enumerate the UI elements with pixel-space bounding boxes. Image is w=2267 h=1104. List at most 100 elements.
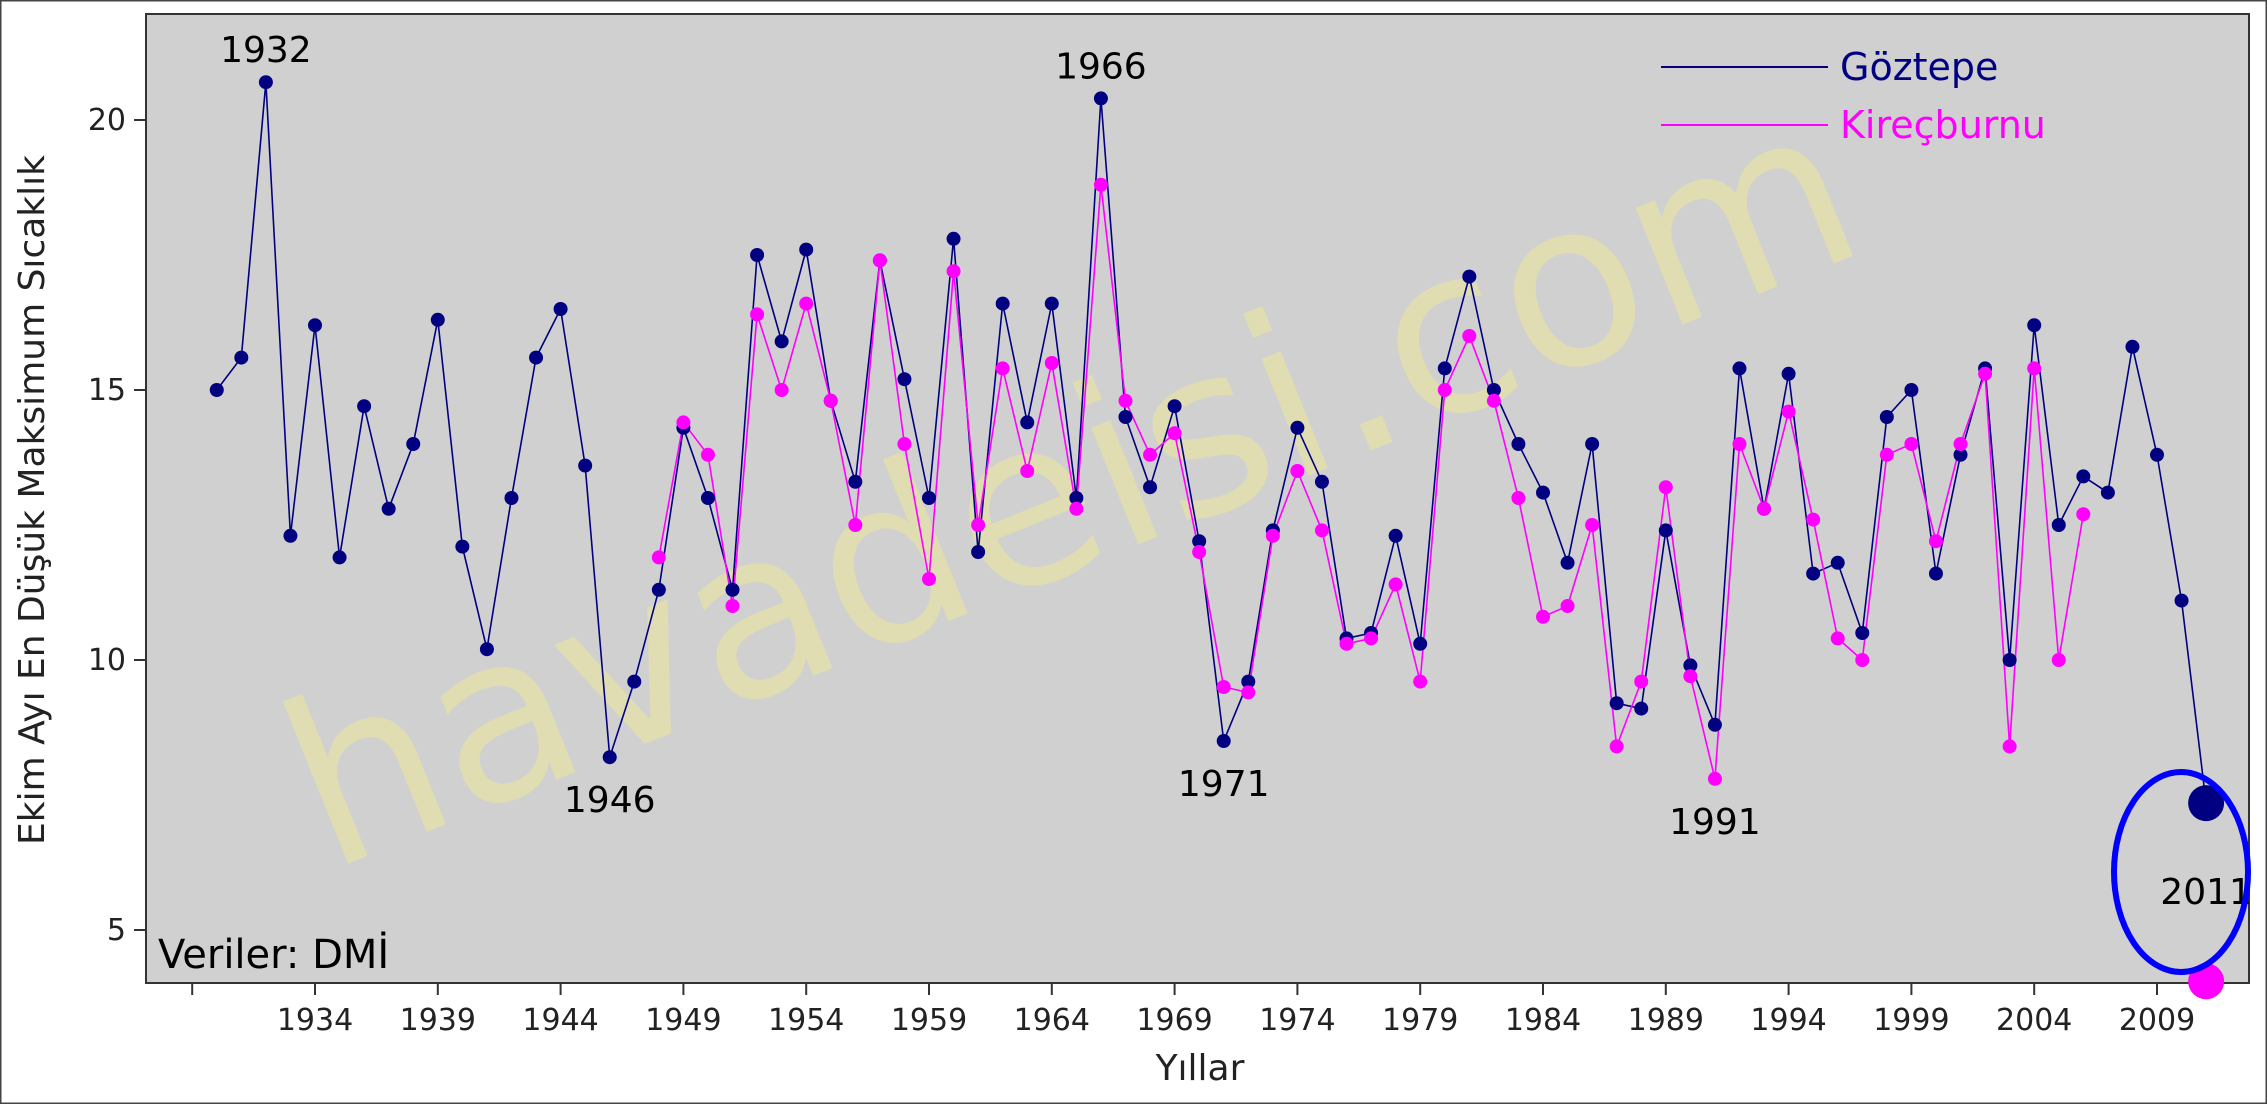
data-point-goztepe <box>2027 318 2042 333</box>
x-tick-label: 1964 <box>1014 1003 1090 1038</box>
data-point-goztepe <box>922 491 936 505</box>
source-note: Veriler: DMİ <box>158 930 389 978</box>
annotation-label: 1991 <box>1669 802 1761 843</box>
data-point-kirecburnu <box>2051 653 2066 667</box>
data-point-goztepe <box>455 539 470 554</box>
data-point-goztepe <box>2150 447 2164 462</box>
data-point-goztepe <box>553 302 568 316</box>
data-point-kirecburnu <box>1167 426 1182 441</box>
highlight-2011-ellipse <box>2111 769 2251 975</box>
data-point-kirecburnu <box>1585 518 1600 532</box>
data-point-goztepe <box>1928 566 1943 581</box>
data-point-kirecburnu <box>1044 356 1059 370</box>
data-point-goztepe <box>406 437 421 451</box>
data-point-goztepe <box>479 642 494 657</box>
data-point-goztepe <box>308 318 322 333</box>
x-tick-label: 1969 <box>1136 1003 1212 1038</box>
data-point-goztepe <box>2002 653 2017 667</box>
x-tick-label: 1974 <box>1259 1003 1335 1038</box>
y-tick-label: 15 <box>88 373 126 408</box>
data-point-kirecburnu <box>1707 771 1722 786</box>
data-point-kirecburnu <box>651 550 666 565</box>
data-point-kirecburnu <box>1314 523 1329 538</box>
data-point-kirecburnu <box>676 415 691 430</box>
x-axis-label: Yıllar <box>1155 1048 1245 1089</box>
data-point-kirecburnu <box>1806 512 1821 527</box>
legend-label-kirecburnu: Kireçburnu <box>1840 103 2046 147</box>
x-tick-label: 1994 <box>1750 1003 1826 1038</box>
data-point-kirecburnu <box>1364 631 1379 646</box>
data-point-goztepe <box>1830 555 1845 570</box>
x-tick-label: 1999 <box>1873 1003 1949 1038</box>
annotation-label: 2011 <box>2160 872 2252 913</box>
data-point-goztepe <box>357 399 372 414</box>
data-point-goztepe <box>1388 528 1403 543</box>
data-point-kirecburnu <box>1192 545 1207 559</box>
y-tick-label: 10 <box>88 643 126 678</box>
data-point-kirecburnu <box>1536 609 1550 624</box>
data-point-goztepe <box>430 312 445 327</box>
x-tick-label: 2009 <box>2119 1003 2195 1038</box>
data-point-goztepe <box>1634 701 1649 716</box>
data-point-goztepe <box>1536 485 1550 500</box>
data-point-goztepe <box>2174 593 2189 608</box>
data-point-kirecburnu <box>2027 361 2042 376</box>
data-point-goztepe <box>1192 534 1207 549</box>
data-point-goztepe <box>602 750 617 765</box>
series-line-goztepe <box>216 82 2207 804</box>
data-point-kirecburnu <box>799 296 814 311</box>
data-point-goztepe <box>1437 361 1452 376</box>
data-point-kirecburnu <box>2076 507 2091 522</box>
data-point-goztepe <box>234 350 249 365</box>
data-point-kirecburnu <box>1855 653 1870 667</box>
x-tick-label: 1959 <box>891 1003 967 1038</box>
data-point-kirecburnu <box>995 361 1010 376</box>
data-point-goztepe <box>627 674 642 689</box>
annotation-label: 1971 <box>1178 764 1270 805</box>
x-tick-label: 1934 <box>277 1003 353 1038</box>
data-point-goztepe <box>700 491 715 505</box>
data-point-kirecburnu <box>1511 491 1526 505</box>
data-point-goztepe <box>1683 658 1698 673</box>
y-axis-label: Ekim Ayı En Düşük Maksimum Sıcaklık <box>12 155 53 845</box>
data-point-goztepe <box>2100 485 2115 500</box>
data-point-kirecburnu <box>1953 437 1968 451</box>
data-point-kirecburnu <box>1265 528 1280 543</box>
x-tick-label: 2004 <box>1996 1003 2072 1038</box>
data-point-kirecburnu <box>1781 404 1796 419</box>
data-point-goztepe <box>1020 415 1035 430</box>
data-point-kirecburnu <box>1216 680 1231 694</box>
data-point-goztepe <box>1413 636 1428 651</box>
data-point-kirecburnu <box>1560 599 1575 613</box>
data-point-goztepe <box>1216 734 1231 748</box>
data-point-kirecburnu <box>700 447 715 462</box>
data-point-kirecburnu <box>1830 631 1845 646</box>
data-point-goztepe <box>2076 469 2091 484</box>
data-point-kirecburnu <box>1757 501 1772 516</box>
data-point-kirecburnu <box>2188 963 2225 1000</box>
x-tick-label: 1954 <box>768 1003 844 1038</box>
data-point-goztepe <box>1462 269 1477 284</box>
x-tick-label: 1944 <box>522 1003 598 1038</box>
legend-label-goztepe: Göztepe <box>1840 45 1998 89</box>
data-point-kirecburnu <box>823 393 838 408</box>
data-point-goztepe <box>897 372 912 387</box>
data-point-kirecburnu <box>1928 534 1943 549</box>
data-point-kirecburnu <box>725 599 740 613</box>
data-point-kirecburnu <box>1143 447 1158 462</box>
data-point-kirecburnu <box>1413 674 1428 689</box>
data-point-kirecburnu <box>1462 329 1477 343</box>
data-point-goztepe <box>1560 555 1575 570</box>
data-point-goztepe <box>1904 383 1919 397</box>
data-point-goztepe <box>1167 399 1182 414</box>
data-point-kirecburnu <box>872 253 887 268</box>
data-point-kirecburnu <box>1093 177 1108 192</box>
data-point-goztepe <box>1044 296 1059 311</box>
data-point-goztepe <box>1585 437 1600 451</box>
y-tick-label: 5 <box>107 913 126 948</box>
data-point-goztepe <box>1069 491 1084 505</box>
data-point-goztepe <box>2125 339 2140 354</box>
data-point-goztepe <box>2051 518 2066 532</box>
data-point-kirecburnu <box>1683 669 1698 684</box>
data-point-kirecburnu <box>1486 393 1501 408</box>
